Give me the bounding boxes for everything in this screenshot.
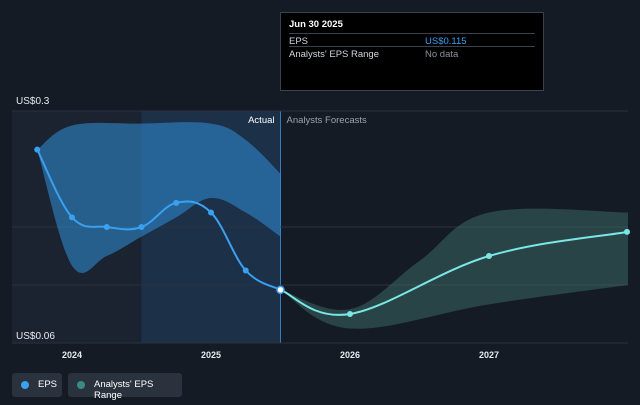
eps-range-area-0	[37, 122, 281, 274]
x-tick-2025: 2025	[201, 350, 221, 360]
tooltip-eps-value: US$0.115	[425, 36, 467, 47]
eps-point-0-2	[103, 224, 110, 230]
tooltip-date: Jun 30 2025	[289, 19, 343, 30]
eps-point-0-7	[276, 285, 285, 295]
legend-item-range[interactable]: Analysts' EPS Range	[68, 373, 182, 401]
y-tick-label-bottom: US$0.06	[16, 331, 55, 342]
legend-item-eps[interactable]: EPS	[12, 373, 62, 397]
eps-point-0-3	[138, 224, 145, 230]
actual-label: Actual	[248, 115, 274, 126]
hover-tooltip: Jun 30 2025 EPS US$0.115 Analysts' EPS R…	[280, 12, 544, 91]
eps-point-0-0	[34, 146, 41, 153]
forecast-label: Analysts Forecasts	[287, 115, 367, 126]
tooltip-range-label: Analysts' EPS Range	[289, 49, 379, 60]
x-tick-2026: 2026	[340, 350, 360, 360]
tooltip-row-eps: EPS US$0.115	[289, 33, 535, 48]
eps-point-0-6	[242, 267, 249, 274]
y-tick-label-top: US$0.3	[16, 96, 50, 107]
x-tick-2024: 2024	[62, 350, 82, 360]
legend-range-swatch	[77, 381, 85, 389]
legend-eps-label: EPS	[38, 379, 58, 390]
legend-eps-swatch	[21, 381, 29, 389]
legend-range-label: Analysts' EPS Range	[94, 379, 154, 401]
tooltip-range-value: No data	[425, 49, 459, 60]
eps-point-0-4	[173, 199, 180, 206]
eps-line-1	[280, 230, 629, 316]
eps-point-0-5	[208, 209, 214, 216]
eps-point-0-1	[69, 214, 75, 221]
eps-point-1-2	[486, 253, 492, 259]
tooltip-eps-label: EPS	[289, 36, 309, 47]
eps-point-1-3	[624, 228, 630, 235]
tooltip-row-range: Analysts' EPS Range No data	[289, 46, 535, 61]
eps-point-1-1	[347, 311, 353, 317]
x-tick-2027: 2027	[479, 350, 499, 360]
